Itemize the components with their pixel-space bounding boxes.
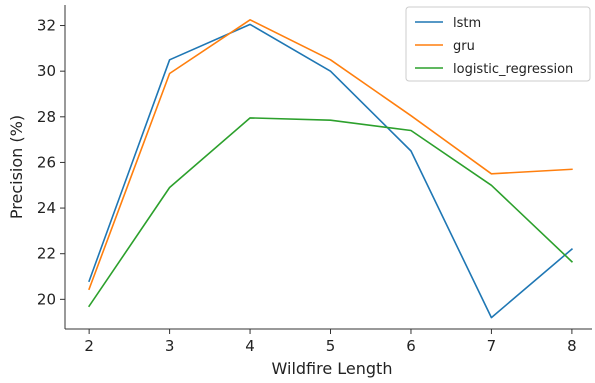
y-axis-label: Precision (%)	[7, 115, 26, 219]
y-tick-label: 24	[37, 199, 56, 217]
x-tick-label: 2	[84, 337, 94, 355]
x-ticks: 2 3 4 5 6 7 8	[84, 329, 577, 355]
x-tick-label: 3	[165, 337, 175, 355]
y-tick-label: 20	[37, 290, 56, 308]
series-lines	[87, 18, 574, 319]
y-tick-label: 30	[37, 62, 56, 80]
legend-label-logistic-regression: logistic_regression	[453, 62, 573, 77]
y-tick-label: 26	[37, 153, 56, 171]
legend-box	[405, 6, 591, 82]
y-ticks: 20 22 24 26 28 30 32	[37, 17, 65, 308]
axes	[64, 5, 592, 330]
legend-label-lstm: lstm	[453, 16, 481, 31]
legend: lstm gru logistic_regression	[405, 6, 591, 82]
x-tick-label: 4	[245, 337, 255, 355]
y-tick-label: 28	[37, 108, 56, 126]
y-tick-label: 22	[37, 245, 56, 263]
legend-label-gru: gru	[453, 39, 475, 54]
x-tick-label: 5	[326, 337, 336, 355]
series-line-logistic-regression	[87, 117, 574, 308]
x-axis-label: Wildfire Length	[272, 359, 393, 378]
x-tick-label: 7	[487, 337, 497, 355]
x-tick-label: 6	[406, 337, 416, 355]
y-tick-label: 32	[37, 17, 56, 35]
x-tick-label: 8	[567, 337, 577, 355]
